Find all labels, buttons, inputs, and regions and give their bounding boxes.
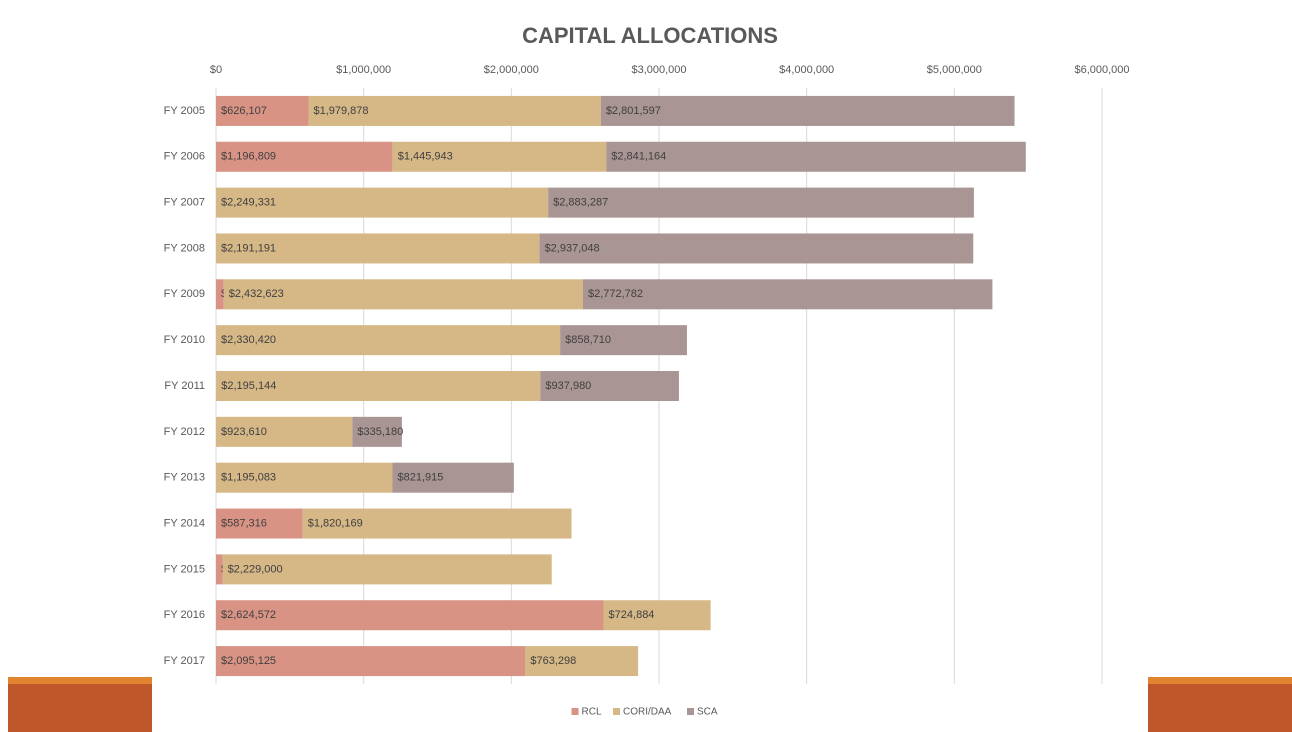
x-tick-label: $2,000,000 bbox=[484, 64, 539, 76]
bar-segment bbox=[216, 371, 541, 401]
data-label: $2,801,597 bbox=[606, 105, 661, 117]
data-label: $858,710 bbox=[565, 334, 611, 346]
y-tick-label: FY 2011 bbox=[164, 380, 205, 392]
legend-swatch bbox=[613, 708, 620, 715]
legend-label: SCA bbox=[697, 707, 718, 718]
y-tick-label: FY 2009 bbox=[164, 288, 205, 300]
y-tick-label: FY 2008 bbox=[164, 242, 205, 254]
data-label: $2,249,331 bbox=[221, 197, 276, 209]
legend-swatch bbox=[687, 708, 694, 715]
x-tick-label: $0 bbox=[210, 64, 222, 76]
legend-swatch bbox=[571, 708, 579, 715]
bar-segment bbox=[525, 646, 639, 677]
data-label: $1,195,083 bbox=[221, 472, 276, 484]
data-label: $724,884 bbox=[609, 609, 655, 621]
bar-segment bbox=[216, 554, 223, 585]
accent-strip bbox=[8, 677, 152, 684]
y-tick-label: FY 2016 bbox=[164, 609, 205, 621]
accent-strip bbox=[1148, 677, 1292, 684]
bar-segment bbox=[308, 95, 601, 126]
data-label: $2,772,782 bbox=[588, 288, 643, 300]
y-tick-label: FY 2017 bbox=[164, 655, 205, 667]
y-tick-label: FY 2007 bbox=[164, 197, 205, 209]
chart-title: CAPITAL ALLOCATIONS bbox=[522, 23, 778, 48]
bar-segment bbox=[216, 600, 604, 631]
accent-bar bbox=[8, 684, 152, 732]
bar-segment bbox=[216, 416, 353, 447]
data-label: $923,610 bbox=[221, 426, 267, 438]
bar-segment bbox=[603, 600, 711, 631]
bar-segment bbox=[216, 325, 561, 356]
data-label: $937,980 bbox=[545, 380, 591, 392]
bar-segment bbox=[539, 233, 974, 264]
data-label: $2,229,000 bbox=[228, 563, 283, 575]
bar-segment bbox=[392, 462, 514, 493]
bar-segment bbox=[548, 187, 974, 218]
y-tick-label: FY 2014 bbox=[164, 517, 205, 529]
data-label: $1,820,169 bbox=[308, 517, 363, 529]
accent-bar bbox=[1148, 684, 1292, 732]
bar-segment bbox=[216, 141, 393, 172]
data-label: $2,095,125 bbox=[221, 655, 276, 667]
bar-segment bbox=[582, 279, 993, 310]
data-label: $2,883,287 bbox=[553, 197, 608, 209]
data-label: $1,196,809 bbox=[221, 151, 276, 163]
x-tick-label: $4,000,000 bbox=[779, 64, 834, 76]
bar-segment bbox=[216, 462, 393, 493]
bar-segment bbox=[216, 233, 540, 264]
bar-segment bbox=[216, 646, 526, 677]
y-tick-label: FY 2012 bbox=[164, 426, 205, 438]
y-tick-label: FY 2010 bbox=[164, 334, 205, 346]
y-tick-label: FY 2013 bbox=[164, 472, 205, 484]
bar-segment bbox=[352, 416, 402, 447]
bar-segment bbox=[223, 279, 583, 310]
legend-label: RCL bbox=[582, 707, 602, 718]
data-label: $2,624,572 bbox=[221, 609, 276, 621]
y-tick-label: FY 2015 bbox=[164, 563, 205, 575]
x-tick-label: $5,000,000 bbox=[927, 64, 982, 76]
data-label: $2,432,623 bbox=[229, 288, 284, 300]
data-label: $2,937,048 bbox=[545, 242, 600, 254]
bar-segment bbox=[216, 279, 224, 310]
bar-segment bbox=[216, 187, 549, 218]
data-label: $335,180 bbox=[357, 426, 403, 438]
legend-label: CORI/DAA bbox=[623, 707, 672, 718]
x-tick-label: $6,000,000 bbox=[1074, 64, 1129, 76]
data-label: $2,841,164 bbox=[611, 151, 666, 163]
bar-segment bbox=[222, 554, 552, 585]
bar-segment bbox=[302, 508, 572, 539]
data-label: $1,445,943 bbox=[398, 151, 453, 163]
data-label: $2,191,191 bbox=[221, 242, 276, 254]
data-label: $626,107 bbox=[221, 105, 267, 117]
data-label: $2,330,420 bbox=[221, 334, 276, 346]
data-label: $821,915 bbox=[397, 472, 443, 484]
bar-segment bbox=[606, 141, 1026, 172]
y-tick-label: FY 2006 bbox=[164, 151, 205, 163]
bar-segment bbox=[216, 95, 309, 126]
bar-segment bbox=[216, 508, 303, 539]
bar-segment bbox=[540, 371, 679, 401]
bar-segment bbox=[600, 95, 1015, 126]
data-label: $2,195,144 bbox=[221, 380, 276, 392]
x-tick-label: $1,000,000 bbox=[336, 64, 391, 76]
bar-segment bbox=[560, 325, 687, 356]
data-label: $763,298 bbox=[530, 655, 576, 667]
y-tick-label: FY 2005 bbox=[164, 105, 205, 117]
data-label: $1,979,878 bbox=[313, 105, 368, 117]
bar-segment bbox=[392, 141, 607, 172]
data-label: $587,316 bbox=[221, 517, 267, 529]
x-tick-label: $3,000,000 bbox=[631, 64, 686, 76]
